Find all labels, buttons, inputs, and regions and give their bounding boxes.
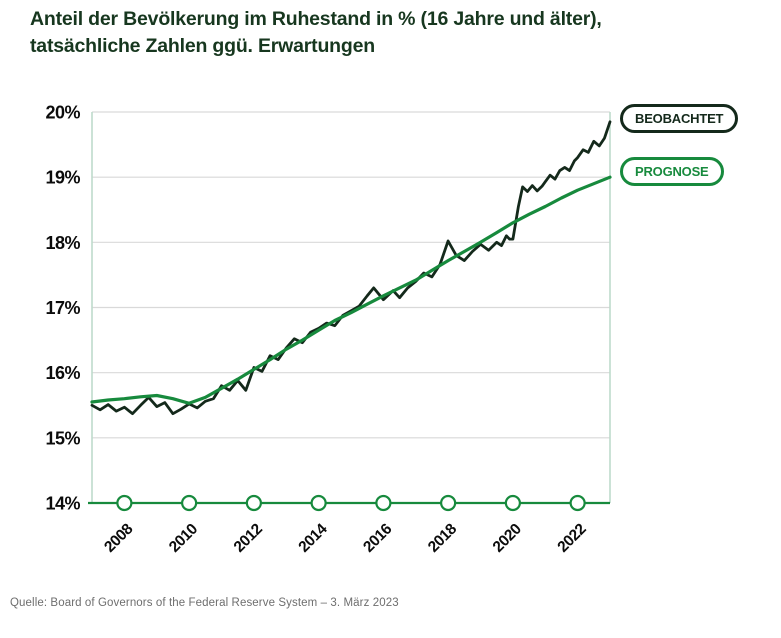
- axis-tick-circle-2010: [181, 494, 198, 512]
- forecast-line: [90, 175, 612, 405]
- x-axis-label-2014: 2014: [295, 520, 331, 556]
- chart-title-line1: Anteil der Bevölkerung im Ruhestand in %…: [30, 8, 602, 30]
- axis-tick-circle-2012: [245, 494, 262, 512]
- observed-line: [90, 120, 612, 416]
- y-axis-label-17: 17%: [45, 298, 80, 318]
- legend-observed-badge: BEOBACHTET: [620, 104, 739, 133]
- x-axis-label-2020: 2020: [490, 521, 525, 556]
- y-axis-label-18: 18%: [45, 233, 80, 253]
- x-axis-label-2016: 2016: [360, 520, 396, 556]
- y-axis-label-19: 19%: [45, 168, 80, 188]
- axis-tick-circle-2018: [440, 494, 457, 512]
- legend-forecast-label: PROGNOSE: [635, 164, 709, 179]
- y-axis-label-15: 15%: [45, 428, 80, 448]
- axis-tick-circle-2020: [504, 494, 521, 512]
- legend-observed-label: BEOBACHTET: [635, 111, 724, 126]
- axis-tick-circle-2008: [116, 494, 133, 512]
- x-axis-label-2010: 2010: [166, 521, 201, 556]
- y-axis-label-20: 20%: [45, 103, 80, 123]
- x-axis-label-2022: 2022: [554, 521, 589, 556]
- y-axis-label-16: 16%: [45, 363, 80, 383]
- source-attribution: Quelle: Board of Governors of the Federa…: [10, 597, 399, 609]
- y-axis-label-14: 14%: [45, 494, 80, 514]
- chart-title: Anteil der Bevölkerung im Ruhestand in %…: [30, 6, 750, 60]
- axis-tick-circle-2022: [569, 494, 586, 512]
- x-axis-label-2012: 2012: [231, 521, 266, 556]
- chart-title-line2: tatsächliche Zahlen ggü. Erwartungen: [30, 34, 375, 57]
- axis-tick-circle-2016: [375, 494, 392, 512]
- axis-tick-circle-2014: [310, 494, 327, 512]
- legend-forecast-badge: PROGNOSE: [620, 157, 724, 186]
- x-axis-label-2008: 2008: [101, 520, 137, 556]
- x-axis-label-2018: 2018: [425, 520, 461, 556]
